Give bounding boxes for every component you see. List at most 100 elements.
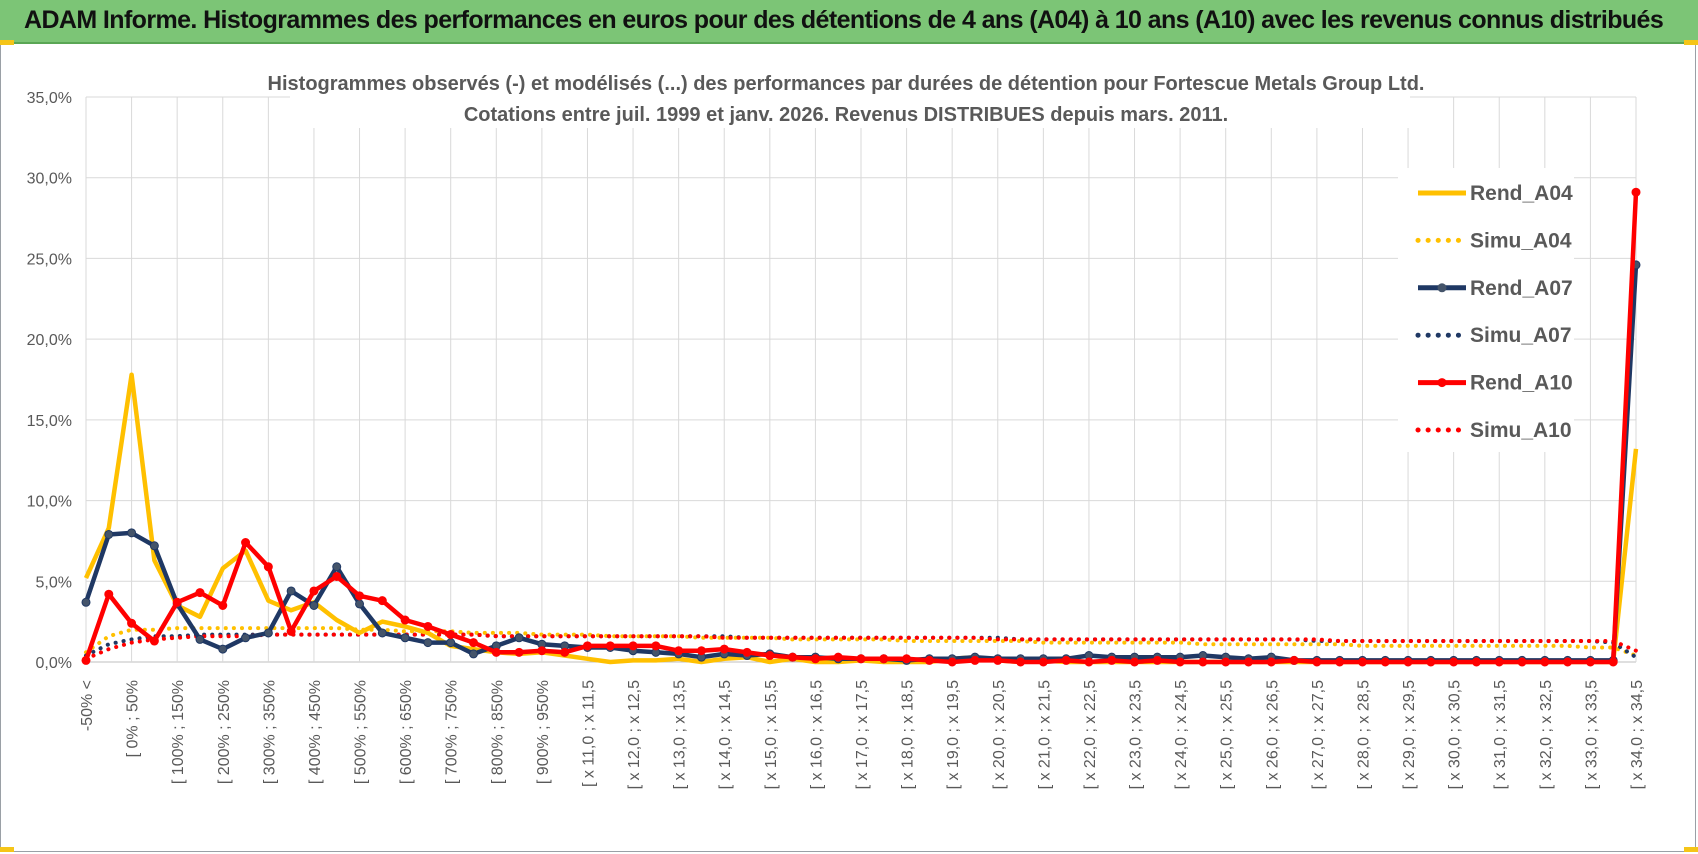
y-tick-label: 30,0% [27, 171, 72, 188]
data-point-rend-a07 [195, 634, 205, 644]
data-point-rend-a10 [1471, 657, 1481, 667]
title-backdrop [290, 64, 1410, 128]
x-tick-label: [ x 13,0 ; x 13,5 [672, 680, 689, 790]
data-point-rend-a10 [1540, 657, 1550, 667]
data-point-rend-a10 [605, 641, 615, 651]
data-point-rend-a10 [400, 615, 410, 625]
x-tick-label: [ x 25,0 ; x 25,5 [1219, 680, 1236, 790]
data-point-rend-a10 [1380, 657, 1390, 667]
series-lines [81, 187, 1641, 667]
data-point-rend-a07 [377, 628, 387, 638]
data-point-rend-a10 [788, 652, 798, 662]
y-axis: 0,0% 5,0% 10,0% 15,0% 20,0% 25,0% 30,0% 35,0% [27, 90, 72, 672]
report-banner: ADAM Informe. Histogrammes des performan… [0, 0, 1698, 44]
data-point-rend-a10 [1357, 657, 1367, 667]
data-point-rend-a10 [81, 655, 91, 665]
x-tick-label: [ 500% ; 550% [353, 680, 370, 784]
x-tick-label: [ x 11,0 ; x 11,5 [580, 680, 597, 787]
y-tick-label: 25,0% [27, 251, 72, 268]
data-point-rend-a10 [719, 644, 729, 654]
data-point-rend-a07 [218, 644, 228, 654]
data-point-rend-a10 [674, 646, 684, 656]
legend-label-simu-a04: Simu_A04 [1470, 229, 1572, 252]
data-point-rend-a10 [1130, 657, 1140, 667]
data-point-rend-a10 [1563, 657, 1573, 667]
data-point-rend-a10 [1061, 655, 1071, 665]
data-point-rend-a10 [309, 586, 319, 596]
x-tick-label: [ 300% ; 350% [261, 680, 278, 784]
y-tick-label: 15,0% [27, 413, 72, 430]
data-point-rend-a10 [1608, 657, 1618, 667]
data-point-rend-a10 [696, 646, 706, 656]
data-point-rend-a07 [286, 586, 296, 596]
x-tick-label: [ 400% ; 450% [307, 680, 324, 784]
x-tick-label: [ x 29,0 ; x 29,5 [1401, 680, 1418, 790]
y-tick-label: 5,0% [36, 574, 72, 591]
y-tick-label: 10,0% [27, 494, 72, 511]
data-point-rend-a10 [149, 636, 159, 646]
data-point-rend-a10 [1289, 655, 1299, 665]
legend-marker-rend-a10 [1437, 378, 1447, 388]
legend-label-rend-a04: Rend_A04 [1470, 182, 1573, 205]
y-tick-label: 20,0% [27, 332, 72, 349]
corner-marker-top-left [0, 40, 14, 45]
chart-title: Histogrammes observés (-) et modélisés (… [268, 73, 1425, 95]
data-point-rend-a10 [537, 646, 547, 656]
data-point-rend-a10 [446, 630, 456, 640]
data-point-rend-a10 [1517, 657, 1527, 667]
data-point-rend-a07 [355, 599, 365, 609]
data-point-rend-a07 [127, 528, 137, 538]
y-tick-label: 0,0% [36, 655, 72, 672]
data-point-rend-a10 [241, 538, 251, 548]
data-point-rend-a10 [924, 655, 934, 665]
data-point-rend-a10 [765, 651, 775, 661]
corner-marker-top-right [1684, 40, 1698, 45]
data-point-rend-a07 [263, 628, 273, 638]
data-point-rend-a07 [514, 633, 524, 643]
data-point-rend-a10 [218, 601, 228, 610]
data-point-rend-a10 [1198, 657, 1208, 667]
data-point-rend-a10 [947, 657, 957, 667]
legend-label-rend-a07: Rend_A07 [1470, 277, 1573, 300]
data-point-rend-a10 [1244, 657, 1253, 667]
x-tick-label: [ x 14,0 ; x 14,5 [717, 680, 734, 790]
data-point-rend-a10 [104, 589, 114, 599]
x-tick-label: [ x 12,0 ; x 12,5 [626, 680, 643, 790]
data-point-rend-a10 [1016, 657, 1026, 667]
x-tick-label: [ x 33,0 ; x 33,5 [1583, 680, 1600, 790]
x-tick-label: [ x 17,0 ; x 17,5 [854, 680, 871, 790]
data-point-rend-a10 [833, 652, 843, 662]
data-point-rend-a10 [377, 596, 387, 606]
corner-marker-bottom-left [0, 847, 14, 852]
data-point-rend-a07 [400, 633, 410, 643]
x-tick-label: [ x 24,0 ; x 24,5 [1173, 680, 1190, 790]
legend-box [1398, 168, 1574, 452]
data-point-rend-a10 [993, 655, 1003, 665]
series-line-simu-a10 [84, 632, 1638, 661]
data-point-rend-a10 [332, 571, 342, 581]
data-point-rend-a10 [1084, 657, 1094, 667]
x-tick-label: [ x 30,0 ; x 30,5 [1447, 680, 1464, 790]
data-point-rend-a10 [286, 626, 296, 636]
x-tick-label: [ 100% ; 150% [170, 680, 187, 784]
x-tick-label: [ x 32,0 ; x 32,5 [1538, 680, 1555, 790]
x-tick-label: [ x 18,0 ; x 18,5 [900, 680, 917, 790]
data-point-rend-a07 [81, 597, 91, 607]
x-tick-label: [ 600% ; 650% [398, 680, 415, 784]
data-point-rend-a10 [879, 654, 889, 664]
data-point-rend-a10 [742, 647, 752, 657]
data-point-rend-a07 [309, 601, 319, 610]
y-tick-label: 35,0% [27, 90, 72, 107]
data-point-rend-a10 [514, 647, 524, 657]
data-point-rend-a10 [127, 618, 137, 628]
legend-label-rend-a10: Rend_A10 [1470, 372, 1573, 395]
legend-label-simu-a07: Simu_A07 [1470, 324, 1572, 347]
data-point-rend-a10 [810, 654, 820, 664]
x-tick-label: [ x 23,0 ; x 23,5 [1128, 680, 1145, 790]
data-point-rend-a10 [856, 654, 866, 664]
data-point-rend-a10 [1585, 657, 1595, 667]
legend-label-simu-a10: Simu_A10 [1470, 419, 1572, 442]
data-point-rend-a10 [1152, 655, 1162, 665]
data-point-rend-a07 [423, 638, 433, 648]
